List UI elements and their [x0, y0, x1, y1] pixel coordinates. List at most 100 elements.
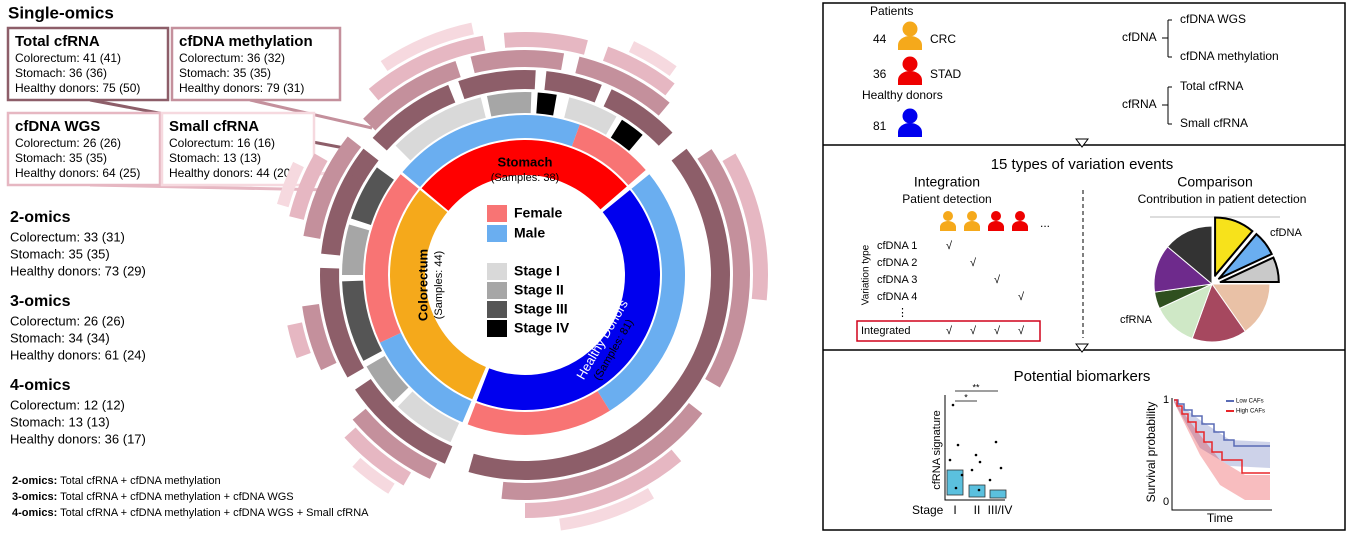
brace	[1162, 86, 1172, 125]
assay-name: cfRNA	[1122, 97, 1157, 111]
omics-ring	[697, 149, 750, 388]
omics-ring	[501, 403, 703, 500]
axis-label: Time	[1207, 511, 1234, 525]
point	[951, 403, 955, 407]
check: √	[946, 325, 953, 337]
group-line: Stomach: 13 (13)	[10, 414, 110, 429]
count: 44	[873, 32, 887, 46]
person-icon	[902, 56, 918, 72]
point	[978, 460, 982, 464]
legend-label: Stage I	[514, 263, 560, 279]
group-line: Healthy donors: 61 (24)	[10, 347, 146, 362]
omics-ring	[352, 408, 438, 479]
box-line: Colorectum: 26 (26)	[15, 136, 121, 150]
sex-ring	[379, 332, 472, 423]
box-line: Colorectum: 16 (16)	[169, 136, 275, 150]
y-tick-label: 1	[1163, 394, 1169, 406]
group-ring	[421, 140, 627, 211]
omics-ring	[372, 84, 456, 151]
legend-label: Female	[514, 205, 562, 221]
right-frame	[822, 2, 1346, 531]
box-title: Small cfRNA	[169, 118, 259, 135]
group-name: STAD	[930, 67, 961, 81]
axes	[1171, 398, 1272, 511]
legend-label: Male	[514, 225, 545, 241]
check: √	[970, 257, 977, 269]
stage-ring	[395, 97, 486, 161]
legend-label: Stage II	[514, 282, 564, 298]
group-title: 4-omics	[10, 377, 71, 394]
point	[956, 443, 960, 447]
assay-name: cfDNA	[1122, 30, 1157, 44]
check: √	[1018, 325, 1025, 337]
group-line: Stomach: 35 (35)	[10, 246, 110, 261]
box-title: Total cfRNA	[15, 33, 100, 50]
axes	[944, 395, 1005, 501]
survival-curve	[1174, 399, 1270, 474]
legend-label: Low CAFs	[1236, 399, 1264, 405]
omics-ring	[347, 148, 379, 182]
omics-ring	[320, 267, 364, 378]
check: √	[1018, 291, 1025, 303]
omics-ring	[575, 56, 670, 116]
subpanel-subtitle: Patient detection	[902, 192, 991, 206]
person-icon	[1012, 221, 1028, 231]
group-line: Colorectum: 26 (26)	[10, 313, 125, 328]
person-icon	[902, 21, 918, 37]
significance: **	[972, 382, 980, 392]
person-icon	[1015, 211, 1025, 221]
check: √	[994, 274, 1001, 286]
ellipsis: ⋮	[897, 307, 908, 319]
patients-label: Patients	[870, 4, 913, 18]
legend-swatch	[487, 320, 507, 337]
definition-term: 2-omics:	[12, 475, 57, 487]
point	[970, 468, 974, 472]
box-line: Healthy donors: 79 (31)	[179, 81, 304, 95]
legend-label: Stage IV	[514, 320, 570, 336]
omics-ring	[470, 49, 565, 74]
axis-label: cfRNA signature	[931, 410, 943, 489]
omics-box	[170, 26, 342, 102]
box-title: cfDNA WGS	[15, 118, 100, 135]
group-name: Healthy donors	[862, 88, 943, 102]
group-name: Colorectum	[415, 249, 430, 321]
box-line: Healthy donors: 75 (50)	[15, 81, 140, 95]
x-tick-label: III/IV	[988, 503, 1013, 517]
omics-ring	[289, 153, 328, 220]
legend-swatch	[487, 282, 507, 299]
omics-ring	[559, 488, 654, 531]
omics-ring	[603, 89, 673, 146]
definition-text: Total cfRNA + cfDNA methylation + cfDNA …	[57, 491, 293, 503]
stage-ring	[486, 92, 532, 117]
definition: 4-omics: Total cfRNA + cfDNA methylation…	[12, 507, 369, 519]
row-label: cfDNA 4	[877, 291, 917, 303]
box-line: Stomach: 35 (35)	[15, 151, 107, 165]
legend-label: Stage III	[514, 301, 568, 317]
person-icon	[898, 123, 922, 137]
legend-swatch	[487, 263, 507, 280]
subpanel-title: Integration	[914, 174, 980, 190]
box-line: Healthy donors: 64 (25)	[15, 166, 140, 180]
box-line: Healthy donors: 44 (20)	[169, 166, 294, 180]
ci-band	[1174, 400, 1270, 468]
panel-title: Potential biomarkers	[1014, 368, 1151, 385]
point	[974, 453, 978, 457]
pie-slice	[1213, 216, 1254, 279]
assay-item: Small cfRNA	[1180, 116, 1248, 130]
omics-ring	[380, 22, 474, 72]
point	[948, 458, 952, 462]
row-label: cfDNA 2	[877, 257, 917, 269]
group-line: Stomach: 34 (34)	[10, 330, 110, 345]
omics-ring	[503, 31, 588, 55]
box-line: Colorectum: 36 (32)	[179, 51, 285, 65]
x-tick-label: II	[974, 503, 981, 517]
y-tick-label: 0	[1163, 496, 1169, 508]
omics-box	[6, 111, 162, 187]
person-icon	[898, 36, 922, 50]
row-label: cfDNA 1	[877, 240, 917, 252]
survival-curve	[1174, 399, 1270, 447]
point	[999, 466, 1003, 470]
group-line: Colorectum: 33 (31)	[10, 229, 125, 244]
definition-text: Total cfRNA + cfDNA methylation	[57, 475, 220, 487]
stage-ring	[536, 92, 557, 116]
